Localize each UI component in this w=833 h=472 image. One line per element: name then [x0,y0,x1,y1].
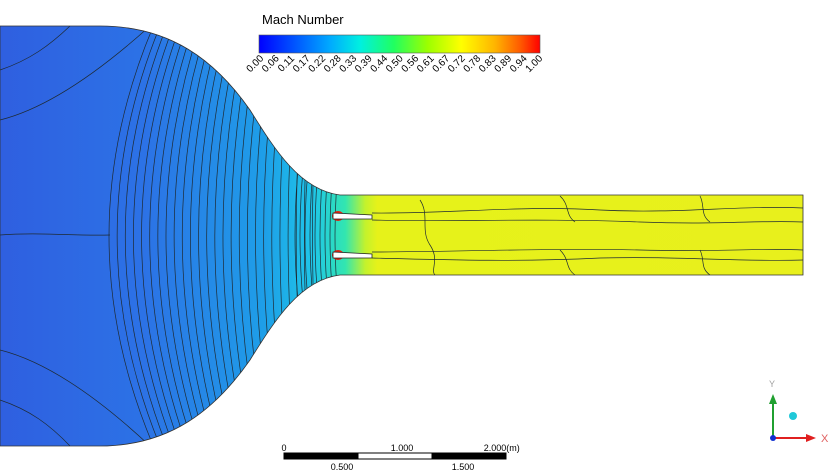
contour-line [116,26,172,446]
axis-triad: X Y [769,379,829,445]
origin-marker-icon [789,412,797,420]
contour-line [125,26,178,446]
axis-x-label: X [821,433,829,445]
scale-label-0500: 0.500 [331,462,354,472]
contour-line [371,249,803,253]
scale-unit: (m) [506,443,520,453]
contour-line [173,26,216,446]
flow-domain [0,25,804,447]
contour-line [0,26,151,121]
contour-line [371,257,803,261]
scale-label-1000: 1.000 [391,443,414,453]
mach-legend: Mach Number 0.000.060.110.170.220.280.33… [245,12,546,75]
legend-title: Mach Number [262,12,344,27]
contour-line [108,26,166,446]
vane-upper [332,211,373,221]
legend-colorbar [258,34,541,54]
contour-line [371,207,803,214]
contour-line [165,26,210,446]
contour-line [371,219,803,224]
contour-line [157,26,204,446]
contour-line [133,26,185,446]
contour-line [149,26,197,446]
contour-line [0,349,151,446]
contour-line [419,199,436,276]
contour-line [141,26,191,446]
contour-line [559,195,576,223]
contour-line [181,26,223,446]
axis-y-label: Y [769,379,775,389]
contour-line [699,195,711,223]
scale-bar: 0 1.000 2.000 (m) 0.500 1.500 [281,443,519,472]
legend-tick-label: 1.00 [524,53,546,75]
scale-label-0: 0 [281,443,286,453]
contour-line [0,26,71,71]
vane-lower [332,250,373,260]
contour-line [559,249,576,276]
scale-label-2000: 2.000 [484,443,507,453]
scale-label-1500: 1.500 [452,462,475,472]
contour-line [0,399,71,446]
contour-line [0,233,111,236]
contour-line [699,249,711,276]
